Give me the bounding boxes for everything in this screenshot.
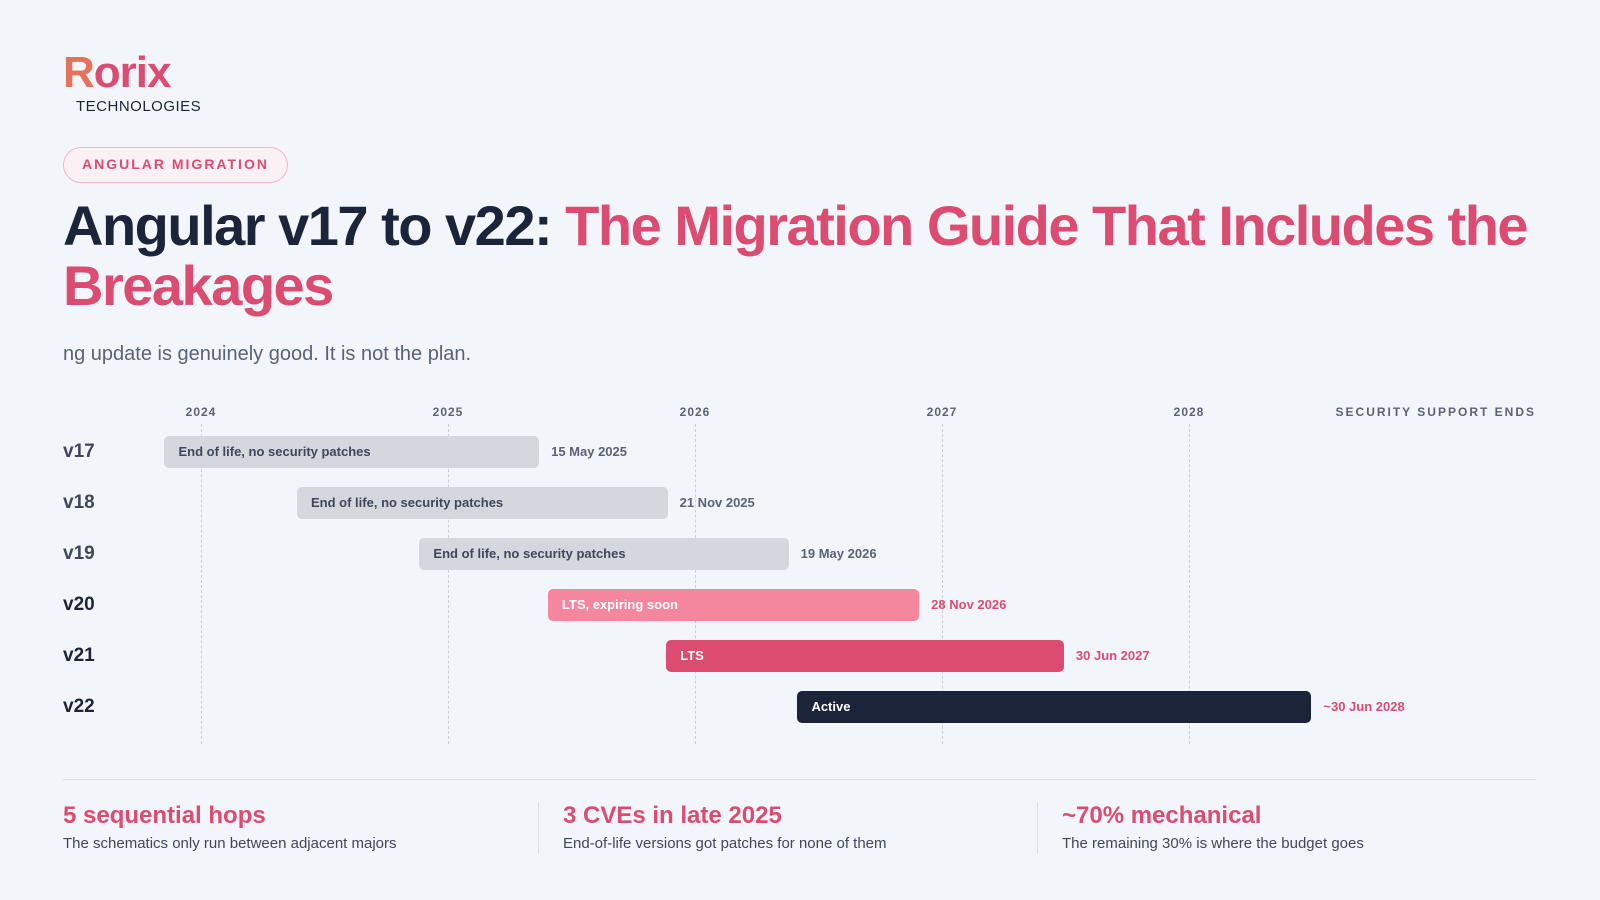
row-label-v20: v20 <box>63 594 95 615</box>
logo-subtitle: TECHNOLOGIES <box>76 98 202 115</box>
row-label-v17: v17 <box>63 441 95 462</box>
security-support-header: SECURITY SUPPORT ENDS <box>1335 405 1536 419</box>
bar-v22: Active <box>797 691 1312 723</box>
stat-description: End-of-life versions got patches for non… <box>563 835 887 852</box>
stat-cves: 3 CVEs in late 2025 End-of-life versions… <box>563 801 1043 852</box>
row-label-v19: v19 <box>63 543 95 564</box>
year-tick-2027: 2027 <box>926 405 958 419</box>
logo-wordmark: Rorix <box>63 48 172 97</box>
gridline-2027 <box>942 424 943 744</box>
year-tick-2026: 2026 <box>679 405 711 419</box>
stats-divider <box>63 779 1536 780</box>
page-subtitle: ng update is genuinely good. It is not t… <box>63 343 472 365</box>
title-accent-part: The Migration Guide That Includes the Br… <box>63 194 1529 317</box>
title-dark-part: Angular v17 to v22: <box>63 194 566 257</box>
gridline-2026 <box>695 424 696 744</box>
row-label-v21: v21 <box>63 645 95 666</box>
stat-separator <box>538 802 539 854</box>
end-label-v20: 28 Nov 2026 <box>931 597 1007 612</box>
category-tag: ANGULAR MIGRATION <box>63 147 288 183</box>
bar-v17: End of life, no security patches <box>164 436 540 468</box>
end-label-v21: 30 Jun 2027 <box>1075 648 1150 663</box>
stat-hops: 5 sequential hops The schematics only ru… <box>63 801 543 852</box>
end-label-v19: 19 May 2026 <box>800 546 877 561</box>
company-logo: Rorix TECHNOLOGIES <box>63 50 223 120</box>
end-label-v22: ~30 Jun 2028 <box>1323 699 1405 714</box>
row-label-v22: v22 <box>63 696 95 717</box>
row-label-v18: v18 <box>63 492 95 513</box>
stat-description: The schematics only run between adjacent… <box>63 835 397 852</box>
stat-separator <box>1037 802 1038 854</box>
gridline-2025 <box>448 424 449 744</box>
gridline-2028 <box>1189 424 1190 744</box>
bar-v18: End of life, no security patches <box>297 487 668 519</box>
page-title: Angular v17 to v22: The Migration Guide … <box>63 196 1543 316</box>
bar-v20: LTS, expiring soon <box>547 589 920 621</box>
logo-letter: R <box>63 48 95 97</box>
end-label-v17: 15 May 2025 <box>551 444 628 459</box>
end-label-v18: 21 Nov 2025 <box>679 495 755 510</box>
logo-letters: orix <box>93 48 172 97</box>
year-tick-2024: 2024 <box>185 405 217 419</box>
stat-value: 5 sequential hops <box>63 802 266 829</box>
year-tick-2025: 2025 <box>432 405 464 419</box>
stat-value: ~70% mechanical <box>1062 802 1262 829</box>
stat-value: 3 CVEs in late 2025 <box>563 802 782 829</box>
stat-mechanical: ~70% mechanical The remaining 30% is whe… <box>1062 801 1542 852</box>
stat-description: The remaining 30% is where the budget go… <box>1062 835 1364 852</box>
bar-v19: End of life, no security patches <box>419 538 789 570</box>
year-tick-2028: 2028 <box>1173 405 1205 419</box>
bar-v21: LTS <box>666 640 1064 672</box>
gridline-2024 <box>201 424 202 744</box>
